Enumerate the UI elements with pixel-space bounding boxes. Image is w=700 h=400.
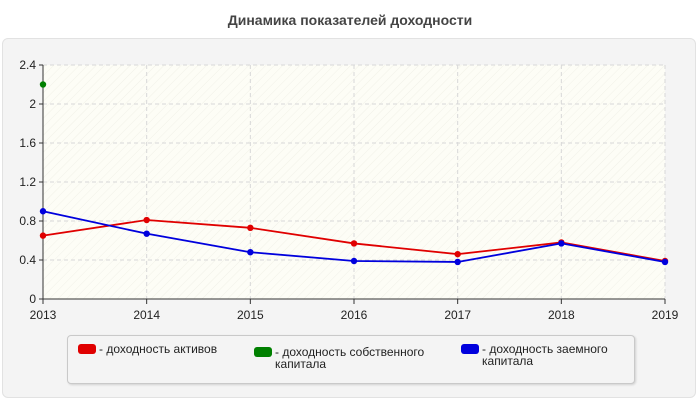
data-point[interactable] [350, 257, 358, 265]
data-point[interactable] [39, 232, 47, 239]
data-point[interactable] [558, 240, 565, 247]
legend-label-equity: - доходность собственного капитала [275, 345, 425, 371]
data-point[interactable] [39, 81, 47, 88]
y-tick-label: 1.6 [19, 136, 36, 150]
data-point[interactable] [143, 230, 150, 237]
data-point[interactable] [39, 208, 47, 215]
x-tick-label: 2018 [548, 308, 575, 322]
chart-title: Динамика показателей доходности [227, 12, 473, 28]
x-tick-label: 2015 [237, 308, 264, 322]
legend-swatch-debt [461, 344, 479, 354]
y-tick-label: 0 [29, 292, 36, 306]
x-tick-label: 2016 [341, 308, 368, 322]
x-axis-tick-labels: 2013 2014 2015 2016 2017 2018 2019 [30, 308, 679, 322]
data-point[interactable] [454, 258, 461, 266]
legend-item-equity: - доходность собственного капитала [254, 346, 444, 370]
series-group [39, 81, 669, 266]
x-tick-label: 2013 [30, 308, 57, 322]
y-tick-label: 1.2 [19, 175, 36, 189]
grid-lines [43, 64, 666, 299]
data-point[interactable] [454, 250, 461, 258]
legend-item-debt: - доходность заемного капитала [461, 343, 631, 367]
data-point[interactable] [350, 240, 358, 247]
y-tick-label: 2 [29, 97, 36, 111]
data-point[interactable] [247, 249, 254, 256]
data-point[interactable] [143, 216, 150, 224]
legend: - доходность активов - доходность собств… [67, 335, 635, 384]
data-point[interactable] [661, 258, 669, 266]
data-point[interactable] [247, 224, 254, 232]
axes [39, 64, 666, 304]
y-axis-tick-labels: 0 0.4 0.8 1.2 1.6 2 2.4 [19, 58, 36, 306]
series-2 [39, 208, 669, 266]
x-tick-label: 2019 [652, 308, 679, 322]
legend-item-assets: - доходность активов [78, 343, 217, 355]
y-tick-label: 2.4 [19, 58, 36, 72]
x-tick-label: 2017 [444, 308, 471, 322]
legend-label-assets: - доходность активов [99, 342, 218, 356]
legend-swatch-equity [254, 347, 272, 357]
series-1 [39, 81, 47, 88]
legend-swatch-assets [78, 344, 96, 354]
y-tick-label: 0.8 [19, 214, 36, 228]
legend-label-debt: - доходность заемного капитала [482, 342, 608, 368]
x-tick-label: 2014 [133, 308, 160, 322]
y-tick-label: 0.4 [19, 253, 36, 267]
